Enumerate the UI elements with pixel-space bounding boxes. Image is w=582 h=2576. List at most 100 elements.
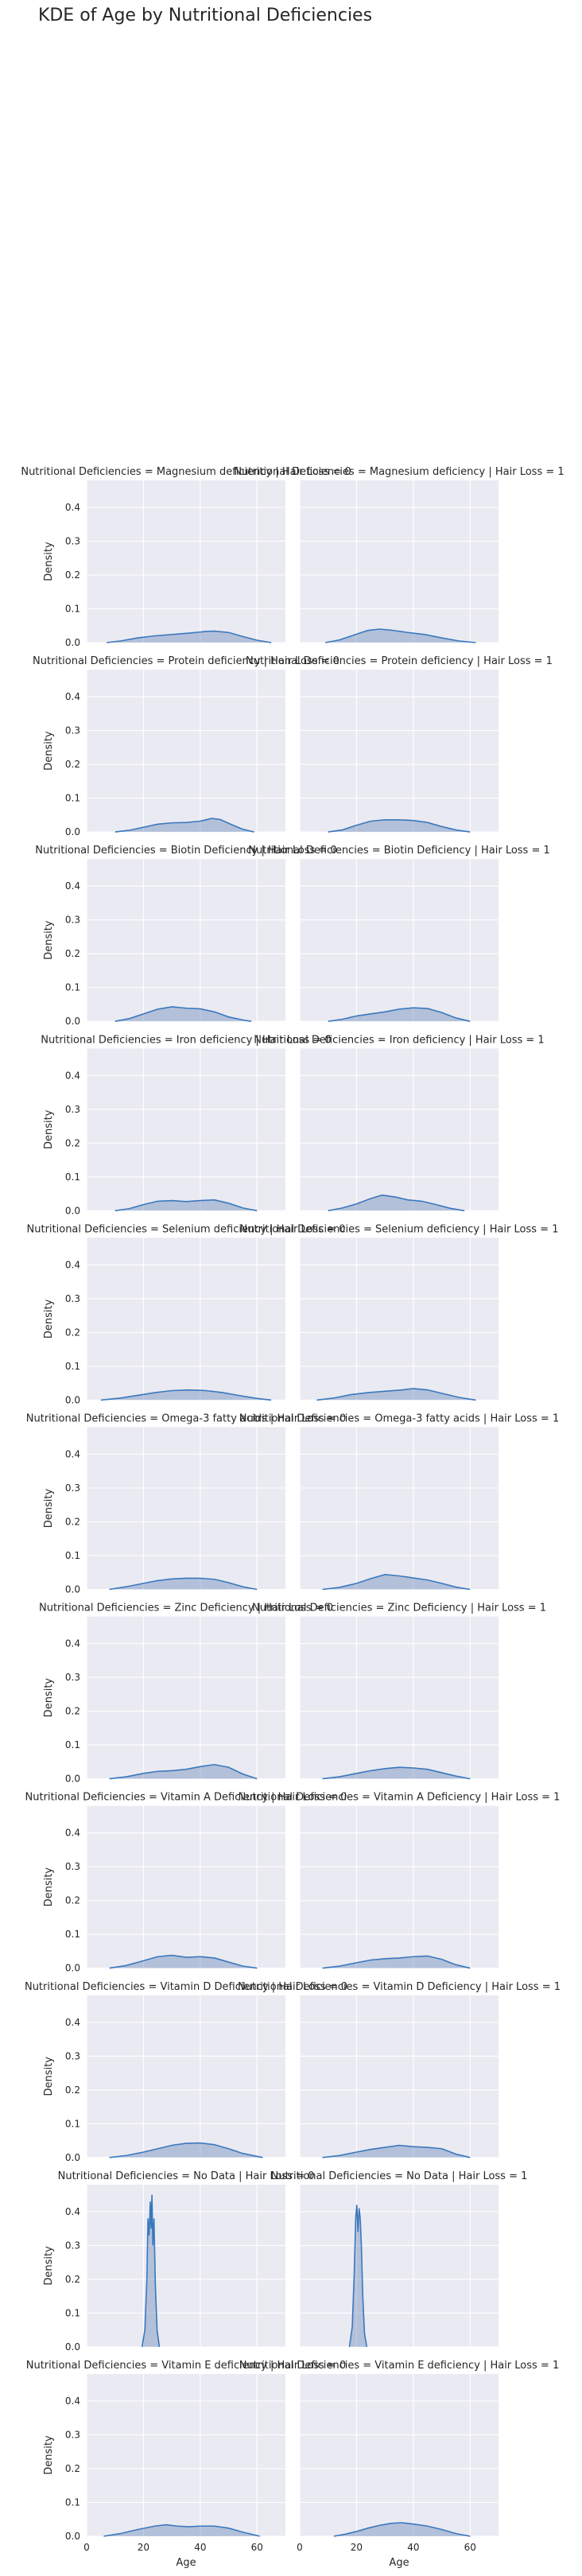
y-tick-label: 0.4	[65, 1259, 80, 1270]
y-tick-label: 0.1	[65, 604, 80, 615]
y-tick-label: 0.3	[65, 1293, 80, 1304]
y-tick-label: 0.2	[65, 1895, 80, 1906]
facet-title: Nutritional Deficiencies = Protein defic…	[33, 655, 340, 667]
kde-area	[109, 1764, 258, 1779]
y-tick-label: 0.2	[65, 2085, 80, 2096]
y-tick-label: 0.2	[65, 759, 80, 770]
y-axis-label: Density	[43, 1488, 55, 1528]
y-axis-label: Density	[43, 2057, 55, 2096]
y-tick-label: 0.3	[65, 1482, 80, 1494]
kde-area	[322, 1956, 471, 1968]
kde-line	[328, 819, 471, 833]
y-tick-label: 0.0	[65, 2152, 80, 2163]
kde-line	[106, 630, 272, 643]
x-tick-label: 60	[251, 2542, 263, 2553]
y-tick-label: 0.0	[65, 2341, 80, 2353]
kde-line	[114, 818, 254, 833]
y-tick-label: 0.0	[65, 2531, 80, 2542]
facet-panel: Nutritional Deficiencies = Zinc Deficien…	[252, 1603, 546, 1780]
facet-title: Nutritional Deficiencies = Zinc Deficien…	[39, 1603, 333, 1614]
y-axis-label: Density	[43, 1867, 55, 1907]
panel-background	[300, 2374, 499, 2536]
x-tick-label: 0	[83, 2542, 90, 2553]
kde-line	[322, 2144, 471, 2158]
panel-background	[87, 480, 285, 643]
y-tick-label: 0.0	[65, 1774, 80, 1785]
kde-line	[322, 1955, 471, 1969]
panel-background	[300, 1616, 499, 1779]
panel-background	[87, 1805, 285, 1968]
facet-panel: Nutritional Deficiencies = Zinc Deficien…	[39, 1603, 333, 1785]
panel-background	[300, 859, 499, 1022]
y-tick-label: 0.2	[65, 2274, 80, 2285]
y-tick-label: 0.2	[65, 1706, 80, 1717]
kde-line	[100, 1389, 272, 1401]
facet-panel: Nutritional Deficiencies = Protein defic…	[33, 655, 340, 837]
facet-panel: Nutritional Deficiencies = Omega-3 fatty…	[26, 1413, 346, 1595]
facet-panel: Nutritional Deficiencies = Vitamin E def…	[239, 2360, 559, 2569]
facet-panel: Nutritional Deficiencies = No Data | Hai…	[43, 2170, 314, 2353]
panel-background	[300, 1048, 499, 1211]
facet-panel: Nutritional Deficiencies = Selenium defi…	[27, 1223, 346, 1405]
facet-title: Nutritional Deficiencies = Vitamin E def…	[239, 2360, 559, 2372]
y-tick-label: 0.1	[65, 2497, 80, 2508]
chart-title: KDE of Age by Nutritional Deficiencies	[38, 6, 372, 25]
facet-panel: Nutritional Deficiencies = Vitamin D Def…	[238, 1981, 561, 2158]
kde-area	[322, 1574, 471, 1590]
y-tick-label: 0.1	[65, 1361, 80, 1372]
facet-title: Nutritional Deficiencies = Biotin Defici…	[248, 845, 550, 857]
kde-area	[349, 2205, 367, 2347]
facet-title: Nutritional Deficiencies = No Data | Hai…	[58, 2170, 315, 2182]
facet-title: Nutritional Deficiencies = Protein defic…	[246, 655, 553, 667]
facet-panel: Nutritional Deficiencies = Magnesium def…	[21, 466, 351, 648]
facet-panel: Nutritional Deficiencies = Magnesium def…	[234, 466, 565, 643]
panel-background	[300, 480, 499, 643]
kde-line	[141, 2194, 161, 2348]
kde-line	[103, 2524, 261, 2537]
kde-area	[316, 1388, 476, 1401]
panel-background	[87, 1995, 285, 2158]
facet-panel: Nutritional Deficiencies = Iron deficien…	[41, 1034, 331, 1216]
panel-background	[87, 2184, 285, 2347]
x-tick-label: 40	[194, 2542, 206, 2553]
y-tick-label: 0.3	[65, 725, 80, 736]
facet-panel: Nutritional Deficiencies = Protein defic…	[246, 655, 553, 833]
y-axis-label: Density	[43, 1109, 55, 1149]
facet-panel: Nutritional Deficiencies = Iron deficien…	[254, 1034, 545, 1212]
facet-title: Nutritional Deficiencies = Iron deficien…	[41, 1034, 331, 1046]
facet-title: Nutritional Deficiencies = Iron deficien…	[254, 1034, 544, 1046]
y-tick-label: 0.4	[65, 1449, 80, 1460]
facet-title: Nutritional Deficiencies = Vitamin A Def…	[239, 1792, 561, 1804]
kde-line	[114, 1006, 252, 1022]
kde-line	[316, 1388, 476, 1401]
kde-line	[324, 628, 476, 643]
facet-panel: Nutritional Deficiencies = Vitamin A Def…	[25, 1792, 347, 1974]
kde-area	[114, 818, 254, 833]
y-tick-label: 0.1	[65, 1171, 80, 1183]
facet-title: Nutritional Deficiencies = Magnesium def…	[234, 466, 564, 478]
kde-line	[333, 2522, 471, 2537]
facet-title: Nutritional Deficiencies = Omega-3 fatty…	[26, 1413, 346, 1425]
y-tick-label: 0.3	[65, 536, 80, 547]
facet-title: Nutritional Deficiencies = Vitamin D Def…	[238, 1981, 561, 1993]
panel-background	[87, 1427, 285, 1590]
kde-area	[142, 2194, 160, 2347]
x-tick-label: 40	[407, 2542, 419, 2553]
y-tick-label: 0.3	[65, 2430, 80, 2441]
facet-title: Nutritional Deficiencies = Magnesium def…	[21, 466, 351, 478]
kde-line	[109, 1763, 258, 1780]
y-tick-label: 0.3	[65, 1672, 80, 1683]
y-tick-label: 0.4	[65, 2206, 80, 2217]
kde-area	[328, 819, 471, 833]
y-axis-label: Density	[43, 920, 55, 960]
y-tick-label: 0.2	[65, 1517, 80, 1528]
panel-background	[87, 1048, 285, 1211]
kde-line	[109, 1577, 258, 1591]
y-tick-label: 0.0	[65, 1016, 80, 1027]
y-tick-label: 0.1	[65, 1739, 80, 1750]
panel-background	[87, 1616, 285, 1779]
y-tick-label: 0.4	[65, 1638, 80, 1649]
x-tick-label: 60	[464, 2542, 476, 2553]
kde-area	[322, 1767, 471, 1779]
panel-background	[87, 1237, 285, 1401]
